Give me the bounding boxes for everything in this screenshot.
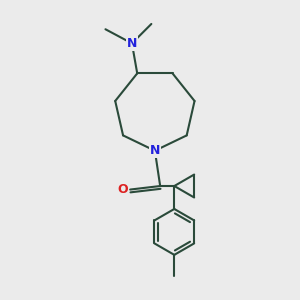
Text: N: N [127,37,137,50]
Text: O: O [118,183,128,196]
Text: N: N [150,144,160,157]
